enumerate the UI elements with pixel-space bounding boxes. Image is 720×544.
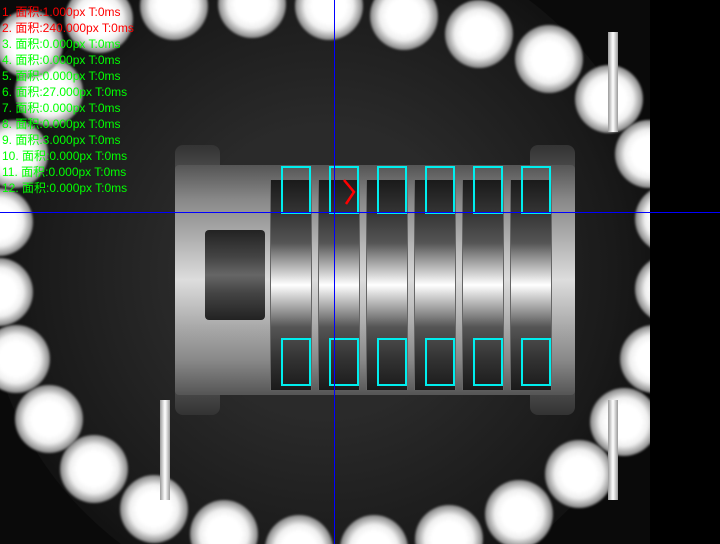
led-light: [485, 480, 553, 544]
defect-marker: [342, 178, 356, 206]
component-shaft: [205, 230, 265, 320]
crosshair-horizontal: [0, 212, 720, 213]
roi-box: [473, 166, 503, 214]
roi-box: [377, 166, 407, 214]
crosshair-vertical: [334, 0, 335, 544]
led-light: [15, 385, 83, 453]
component-pin: [160, 400, 170, 500]
roi-box: [281, 338, 311, 386]
measurement-line: 9. 面积:3.000px T:0ms: [2, 132, 134, 148]
roi-box: [473, 338, 503, 386]
component-pin: [608, 400, 618, 500]
roi-box: [377, 338, 407, 386]
measurement-line: 4. 面积:0.000px T:0ms: [2, 52, 134, 68]
measurement-line: 10. 面积:0.000px T:0ms: [2, 148, 134, 164]
measurement-line: 5. 面积:0.000px T:0ms: [2, 68, 134, 84]
measurement-line: 2. 面积:240.000px T:0ms: [2, 20, 134, 36]
led-light: [545, 440, 613, 508]
measurement-overlay: 1. 面积:1.000px T:0ms2. 面积:240.000px T:0ms…: [2, 4, 134, 196]
measurement-line: 7. 面积:0.000px T:0ms: [2, 100, 134, 116]
component-pin: [608, 32, 618, 132]
roi-box: [521, 338, 551, 386]
roi-box: [425, 166, 455, 214]
led-light: [445, 0, 513, 68]
measurement-line: 8. 面积:0.000px T:0ms: [2, 116, 134, 132]
roi-box: [425, 338, 455, 386]
measurement-line: 6. 面积:27.000px T:0ms: [2, 84, 134, 100]
measurement-line: 1. 面积:1.000px T:0ms: [2, 4, 134, 20]
inspected-component: [175, 125, 575, 425]
measurement-line: 3. 面积:0.000px T:0ms: [2, 36, 134, 52]
led-light: [515, 25, 583, 93]
led-light: [120, 475, 188, 543]
roi-box: [521, 166, 551, 214]
measurement-line: 11. 面积:0.000px T:0ms: [2, 164, 134, 180]
measurement-line: 12. 面积:0.000px T:0ms: [2, 180, 134, 196]
roi-box: [281, 166, 311, 214]
